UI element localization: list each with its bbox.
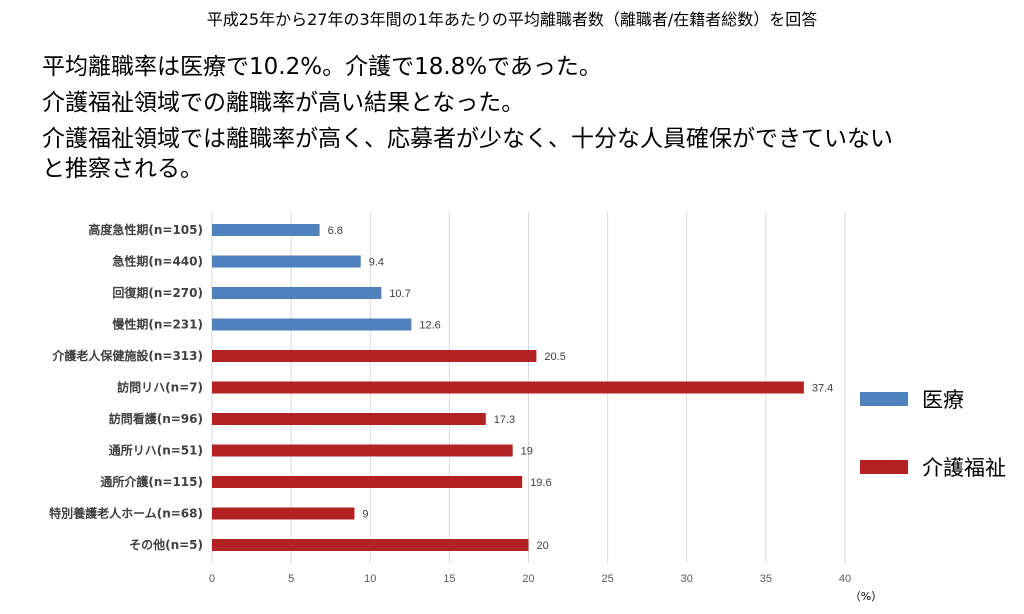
value-label: 37.4 [812,383,833,395]
legend-label-care: 介護福祉 [922,456,1006,480]
category-label: 介護老人保健施設(n=313) [51,348,203,363]
headline-line-4: と推察される。 [42,156,203,182]
legend-label-medical: 医療 [922,388,964,412]
legend-item-care: 介護福祉 [860,452,1006,482]
legend-swatch-medical [860,392,908,406]
category-label: 高度急性期(n=105) [88,222,203,237]
headline-line-1: 平均離職率は医療で10.2%。介護で18.8%であった。 [42,54,602,80]
bar [212,287,382,299]
bar [212,318,412,331]
bar [212,224,320,236]
value-label: 20.5 [544,351,565,363]
category-label: 通所介護(n=115) [100,474,203,489]
value-label: 19 [521,446,533,458]
bar [212,444,513,457]
chart-subtitle: 平成25年から27年の3年間の1年あたりの平均離職者数（離職者/在籍者総数）を回… [206,10,818,29]
x-tick-label: 15 [443,573,455,585]
x-tick-label: 10 [364,573,376,585]
x-tick-label: 40 [839,573,851,585]
value-label: 10.7 [389,288,410,300]
x-tick-label: 25 [602,573,614,585]
value-label: 12.6 [419,320,440,332]
category-label: 特別養護老人ホーム(n=68) [49,506,203,521]
category-label: 訪問看護(n=96) [109,411,203,426]
bar [212,507,355,520]
bar [212,476,523,488]
value-label: 20 [537,540,549,552]
x-tick-label: 30 [681,573,693,585]
bar [212,539,529,551]
category-label: 急性期(n=440) [112,254,203,269]
category-label: 回復期(n=270) [112,285,203,300]
bar [212,255,361,268]
bar [212,413,486,425]
x-tick-label: 20 [522,573,534,585]
value-label: 9 [362,509,368,521]
value-label: 6.8 [328,225,343,237]
legend-swatch-care [860,460,908,474]
legend-item-medical: 医療 [860,384,964,414]
headline-line-3: 介護福祉領域では離職率が高く、応募者が少なく、十分な人員確保ができていない [42,126,893,152]
category-label: その他(n=5) [129,537,203,552]
x-tick-label: 5 [288,573,294,585]
headline-line-2: 介護福祉領域での離職率が高い結果となった。 [42,90,525,116]
category-label: 通所リハ(n=51) [109,443,203,458]
value-label: 19.6 [530,477,551,489]
x-unit-label: （%） [850,590,882,603]
value-label: 9.4 [369,257,384,269]
bar [212,350,537,362]
category-label: 訪問リハ(n=7) [117,380,203,395]
category-label: 慢性期(n=231) [112,317,203,332]
x-tick-label: 0 [209,573,215,585]
value-label: 17.3 [494,414,515,426]
x-tick-label: 35 [760,573,772,585]
bar [212,381,804,394]
